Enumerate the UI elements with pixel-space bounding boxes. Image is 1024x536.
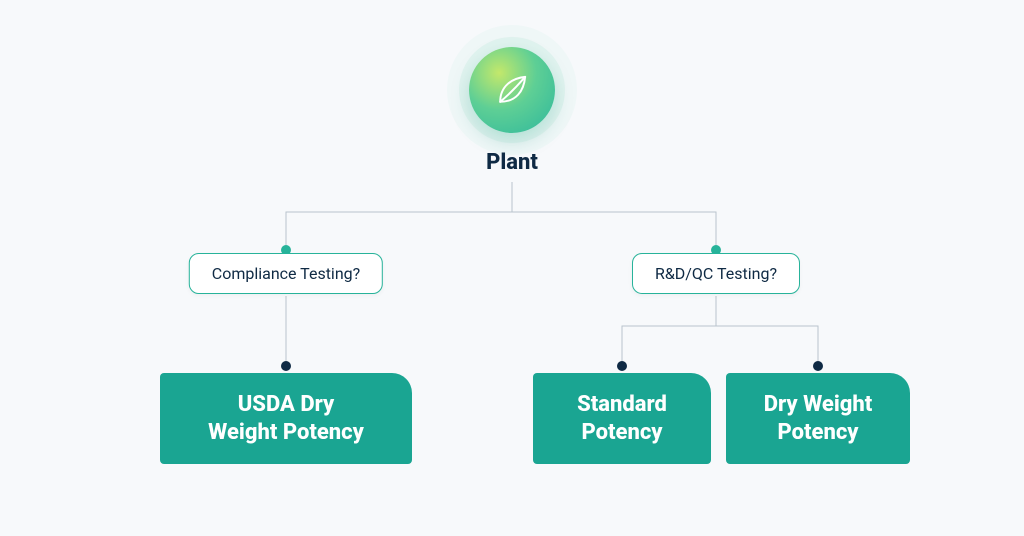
leaf-line: USDA Dry <box>238 392 335 417</box>
leaf-line: Dry Weight <box>764 392 873 417</box>
diagram-canvas: Plant Compliance Testing? R&D/QC Testing… <box>0 0 1024 536</box>
leaf-line: Potency <box>777 420 858 445</box>
leaf-node-standard: Standard Potency <box>533 373 711 464</box>
root-label: Plant <box>486 150 538 175</box>
leaf-node-usda: USDA Dry Weight Potency <box>160 373 412 464</box>
question-node-rdqc: R&D/QC Testing? <box>632 253 800 294</box>
leaf-icon <box>491 69 533 111</box>
leaf-line: Weight Potency <box>208 420 364 445</box>
leaf-line: Standard <box>577 392 667 417</box>
leaf-node-dryweight: Dry Weight Potency <box>726 373 910 464</box>
question-node-compliance: Compliance Testing? <box>189 253 383 294</box>
leaf-line: Potency <box>581 420 662 445</box>
root-icon-circle <box>469 47 555 133</box>
